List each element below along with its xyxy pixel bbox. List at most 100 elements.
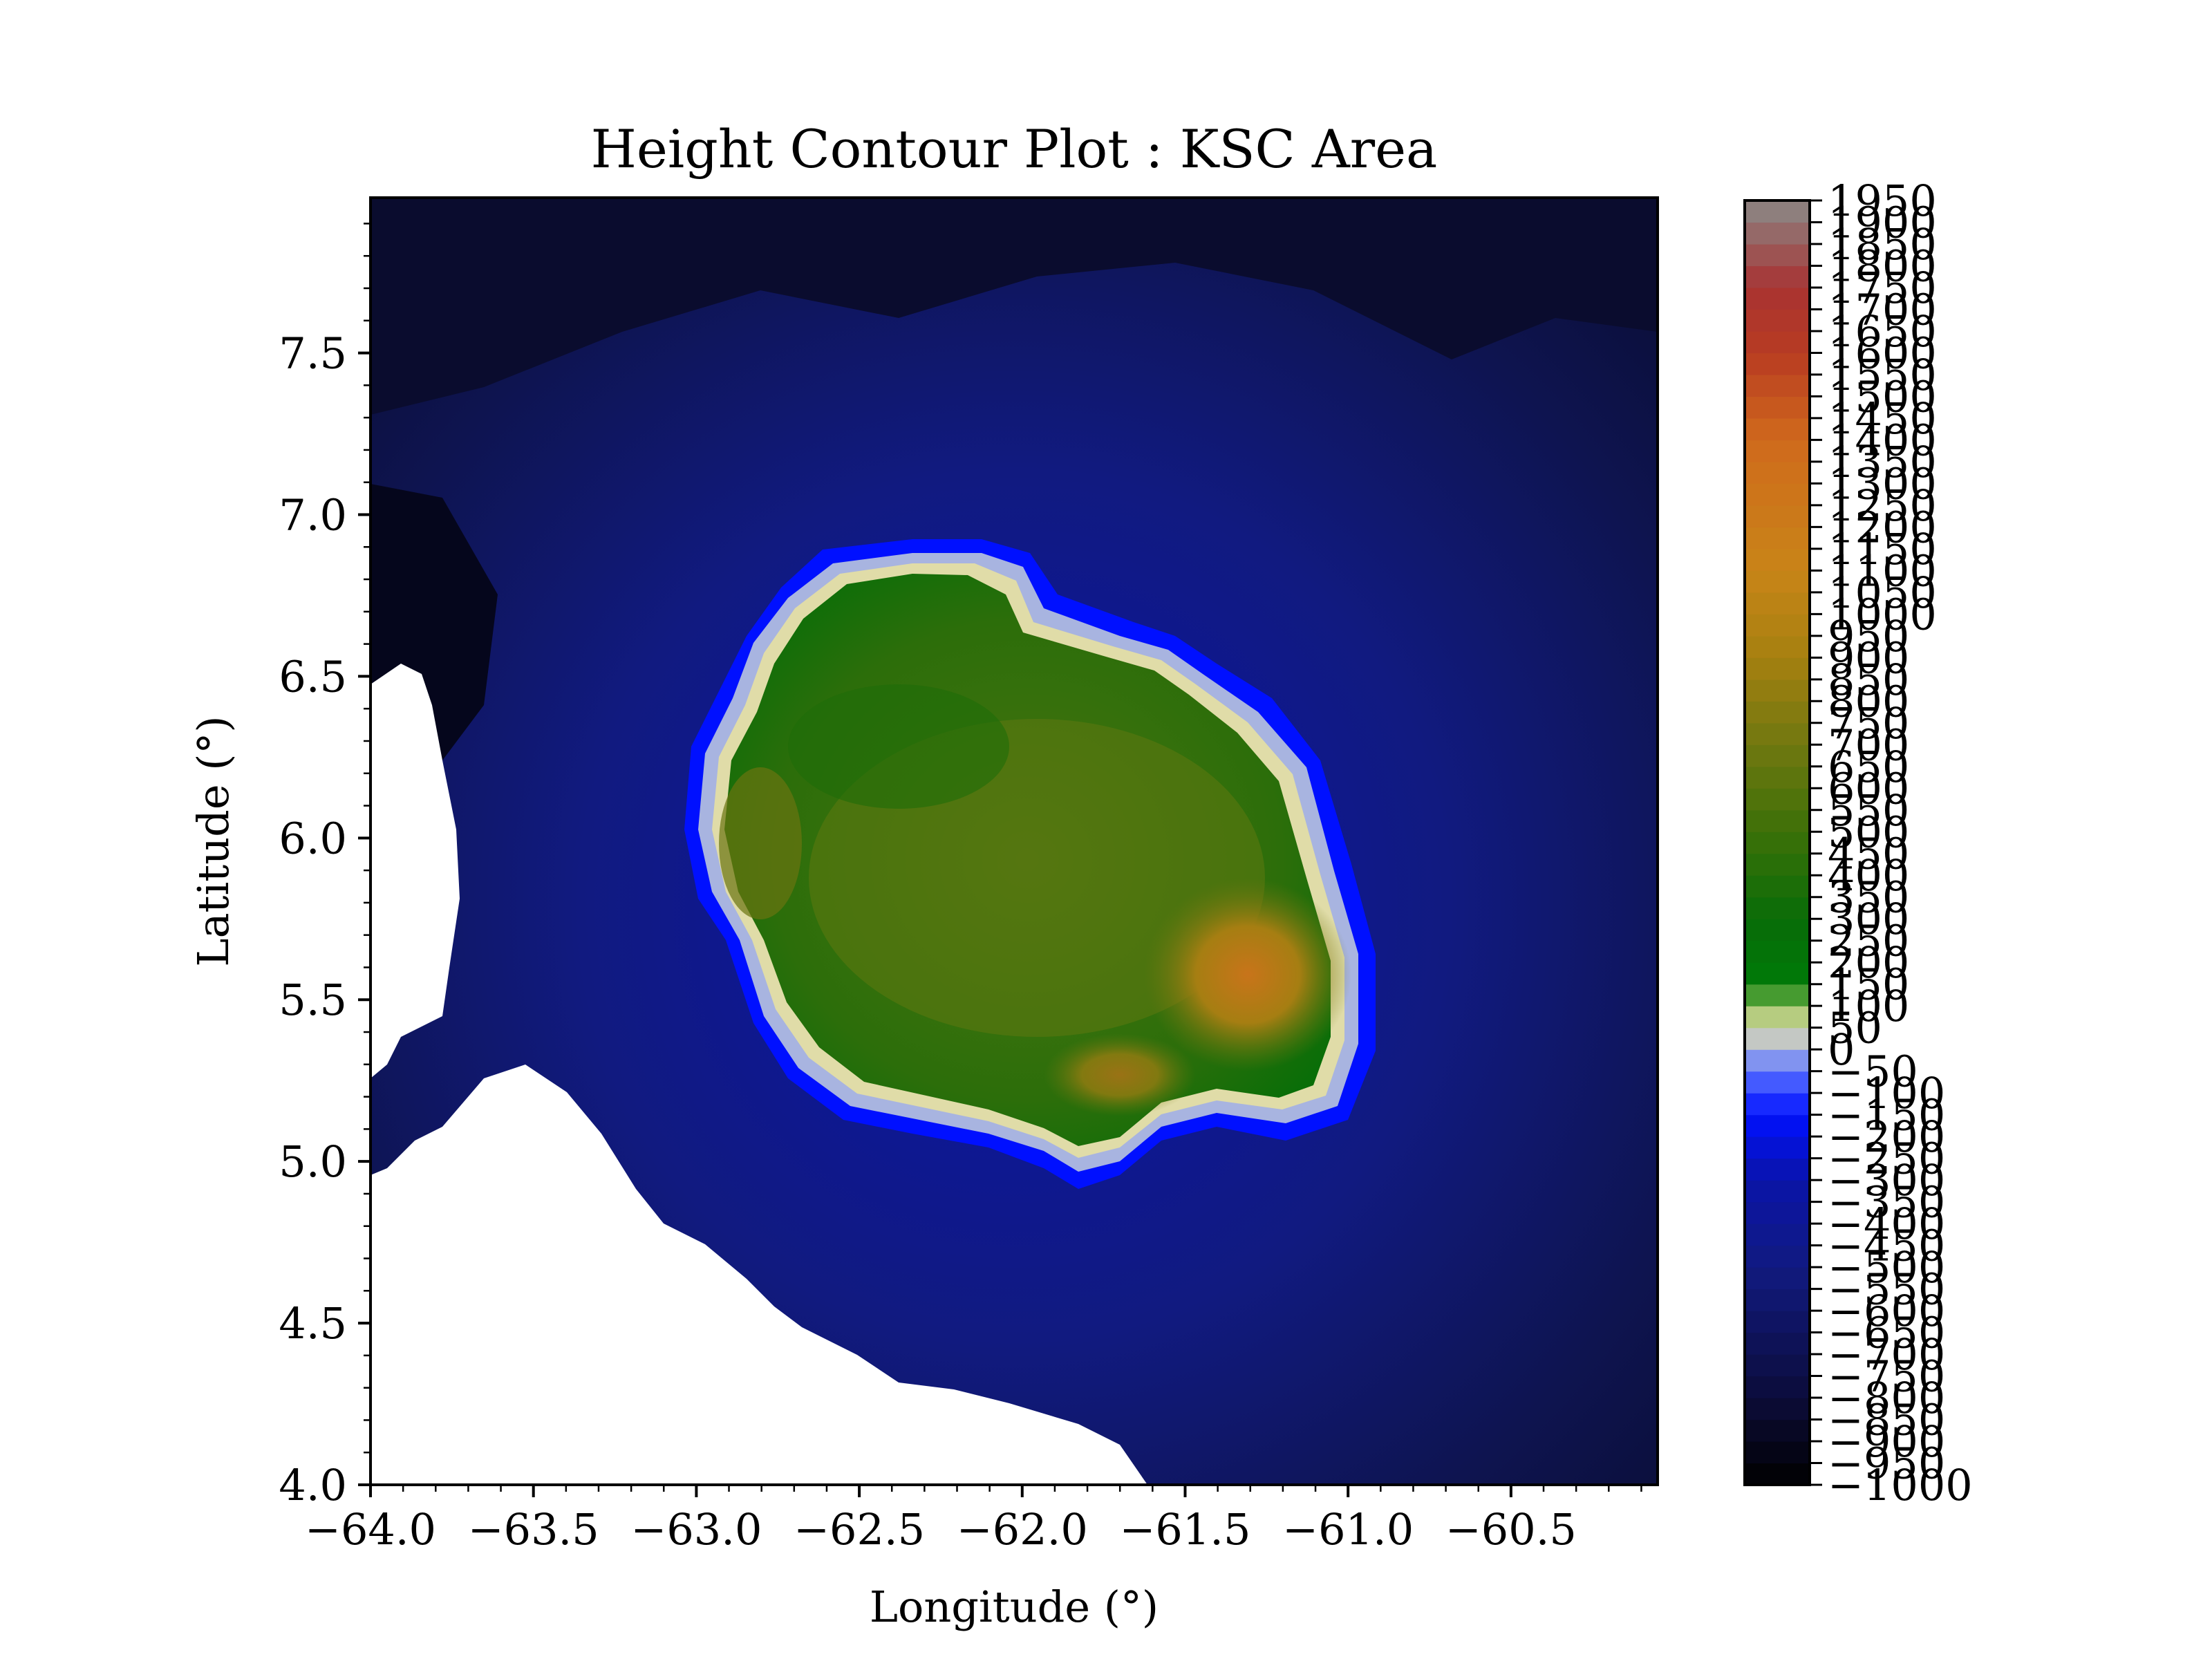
- colorbar-tick-label: 1000: [1828, 589, 1937, 639]
- chart-title: Height Contour Plot : KSC Area: [591, 118, 1438, 180]
- colorbar-tick-label: 800: [1828, 676, 1909, 727]
- y-tick-label: 7.5: [279, 328, 347, 379]
- plot-frame: [369, 196, 1659, 1486]
- colorbar-tick-label: −300: [1828, 1155, 1945, 1206]
- x-tick-label: −64.0: [305, 1504, 436, 1555]
- y-tick-label: 5.5: [279, 975, 347, 1025]
- colorbar-tick-label: 1600: [1828, 328, 1937, 378]
- colorbar-tick-label: −800: [1828, 1373, 1945, 1423]
- colorbar-band: [1745, 243, 1810, 267]
- colorbar-tick-label: −900: [1828, 1416, 1945, 1467]
- colorbar-tick-label: −750: [1828, 1351, 1945, 1402]
- land-west-olive: [719, 767, 802, 919]
- colorbar-band: [1745, 1049, 1810, 1072]
- colorbar-band: [1745, 875, 1810, 898]
- colorbar-tick-label: −200: [1828, 1112, 1945, 1162]
- y-tick-label: 5.0: [279, 1136, 347, 1187]
- colorbar-tick-label: 1750: [1828, 263, 1937, 313]
- colorbar-tick-label: 1350: [1828, 437, 1937, 487]
- y-axis-label: Latitude (°): [188, 715, 238, 966]
- y-tick-label: 4.0: [279, 1460, 347, 1510]
- colorbar-band: [1745, 766, 1810, 789]
- colorbar-tick-label: 550: [1828, 785, 1909, 836]
- colorbar-band: [1745, 1332, 1810, 1355]
- colorbar-tick-label: 1950: [1828, 176, 1937, 226]
- plot-area: [371, 198, 1658, 1485]
- x-tick-label: −61.5: [1119, 1504, 1250, 1555]
- y-tick-label: 7.0: [279, 489, 347, 540]
- colorbar: [1743, 199, 1811, 1486]
- colorbar-band: [1745, 1441, 1810, 1464]
- colorbar-band: [1745, 374, 1810, 397]
- colorbar-tick-label: −1000: [1828, 1460, 1973, 1510]
- colorbar-tick-label: 950: [1828, 611, 1909, 662]
- colorbar-tick-label: 1900: [1828, 197, 1937, 247]
- colorbar-tick-label: 600: [1828, 763, 1909, 814]
- colorbar-band: [1745, 222, 1810, 245]
- colorbar-tick-label: −450: [1828, 1221, 1945, 1271]
- colorbar-frame: [1743, 199, 1811, 1486]
- colorbar-band: [1745, 461, 1810, 484]
- x-tick-label: −63.5: [468, 1504, 599, 1555]
- colorbar-band: [1745, 614, 1810, 637]
- colorbar-tick-label: −950: [1828, 1438, 1945, 1489]
- colorbar-band: [1745, 1419, 1810, 1442]
- colorbar-tick-label: 200: [1828, 937, 1909, 988]
- colorbar-band: [1745, 1180, 1810, 1203]
- colorbar-tick-label: 250: [1828, 916, 1909, 966]
- colorbar-band: [1745, 1158, 1810, 1181]
- colorbar-tick-label: 0: [1828, 1024, 1855, 1075]
- colorbar-band: [1745, 1114, 1810, 1137]
- colorbar-band: [1745, 1376, 1810, 1398]
- colorbar-band: [1745, 287, 1810, 310]
- x-axis-label: Longitude (°): [870, 1582, 1159, 1632]
- colorbar-tick-label: 450: [1828, 829, 1909, 879]
- colorbar-tick-label: 700: [1828, 720, 1909, 770]
- deep-water-north: [371, 198, 1658, 415]
- colorbar-band: [1745, 1071, 1810, 1094]
- colorbar-band: [1745, 200, 1810, 223]
- y-tick-label: 4.5: [279, 1298, 347, 1349]
- colorbar-tick-label: 1050: [1828, 568, 1937, 618]
- colorbar-tick-label: −850: [1828, 1395, 1945, 1445]
- colorbar-band: [1745, 309, 1810, 332]
- x-tick-label: −62.0: [957, 1504, 1088, 1555]
- colorbar-band: [1745, 635, 1810, 658]
- colorbar-band: [1745, 744, 1810, 767]
- land-north-green: [788, 684, 1009, 809]
- colorbar-tick-label: 1700: [1828, 284, 1937, 335]
- colorbar-band: [1745, 679, 1810, 702]
- colorbar-tick-label: −100: [1828, 1068, 1945, 1118]
- colorbar-tick-label: 650: [1828, 742, 1909, 792]
- colorbar-band: [1745, 657, 1810, 680]
- colorbar-band: [1745, 962, 1810, 985]
- colorbar-band: [1745, 701, 1810, 724]
- colorbar-band: [1745, 1006, 1810, 1029]
- colorbar-band: [1745, 483, 1810, 506]
- missing-data-southwest: [371, 1065, 1147, 1485]
- x-tick-label: −61.0: [1282, 1504, 1414, 1555]
- colorbar-band: [1745, 788, 1810, 811]
- colorbar-tick-label: 350: [1828, 872, 1909, 923]
- x-tick-label: −63.0: [630, 1504, 762, 1555]
- y-tick-label: 6.5: [279, 651, 347, 702]
- x-tick-label: −60.5: [1445, 1504, 1577, 1555]
- colorbar-band: [1745, 897, 1810, 919]
- colorbar-tick-label: −500: [1828, 1242, 1945, 1293]
- colorbar-band: [1745, 1136, 1810, 1159]
- x-tick-label: −62.5: [794, 1504, 925, 1555]
- colorbar-band: [1745, 1267, 1810, 1290]
- colorbar-tick-label: 1800: [1828, 241, 1937, 291]
- colorbar-tick-label: 500: [1828, 807, 1909, 857]
- colorbar-tick-label: 1450: [1828, 393, 1937, 444]
- colorbar-tick-label: 1650: [1828, 306, 1937, 357]
- colorbar-tick-label: 1850: [1828, 219, 1937, 270]
- colorbar-tick-label: 50: [1828, 1003, 1882, 1053]
- colorbar-tick-label: 300: [1828, 894, 1909, 944]
- colorbar-tick-label: 1200: [1828, 502, 1937, 552]
- colorbar-band: [1745, 1027, 1810, 1050]
- colorbar-band: [1745, 1311, 1810, 1333]
- colorbar-band: [1745, 722, 1810, 745]
- colorbar-tick-label: −700: [1828, 1329, 1945, 1380]
